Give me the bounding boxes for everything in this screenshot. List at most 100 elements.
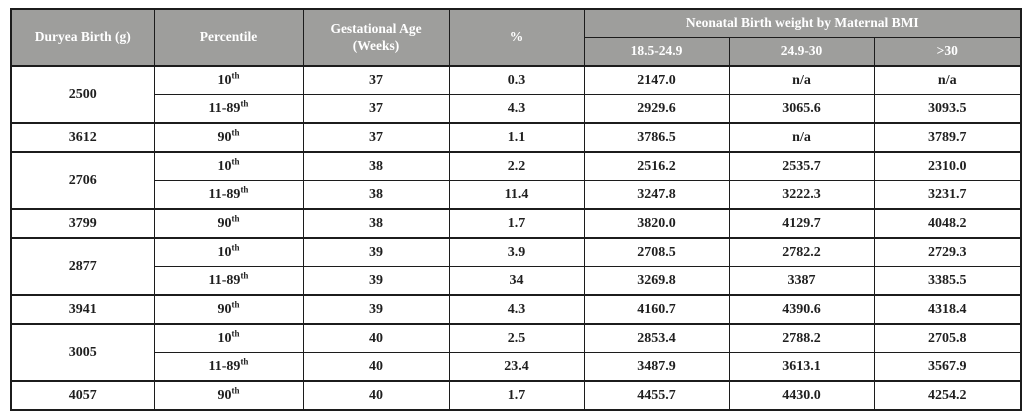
duryea-birth-cell: 2877 <box>10 237 155 296</box>
header-percent: % <box>448 8 585 67</box>
bmi-value-cell: 3786.5 <box>583 122 730 153</box>
percent-cell: 2.5 <box>448 323 585 353</box>
percentile-ordinal-suffix: th <box>240 98 249 109</box>
bmi-value-cell: 4455.7 <box>583 380 730 411</box>
bmi-value-cell: 3789.7 <box>873 122 1022 153</box>
gestational-age-cell: 37 <box>302 65 450 95</box>
percentile-cell: 11-89th <box>153 180 304 210</box>
table-row: 11-89th 38 11.4 3247.8 3222.3 3231.7 <box>11 180 1022 210</box>
percentile-value: 11-89 <box>208 186 241 202</box>
bmi-value-cell: 4430.0 <box>728 380 875 411</box>
percentile-ordinal-suffix: th <box>231 385 240 396</box>
gestational-age-cell: 40 <box>302 323 450 353</box>
percentile-ordinal-suffix: th <box>231 328 240 339</box>
table-row: 2877 10th 39 3.9 2708.5 2782.2 2729.3 <box>10 237 1022 296</box>
percentile-ordinal-suffix: th <box>231 213 240 224</box>
table-row: 3612 90th 37 1.1 3786.5 n/a 3789.7 <box>10 122 1022 153</box>
header-gestational-age: Gestational Age (Weeks) <box>302 8 450 67</box>
duryea-birth-cell: 2706 <box>10 151 155 210</box>
header-bmi-group: Neonatal Birth weight by Maternal BMI <box>583 8 1022 38</box>
bmi-value-cell: 3487.9 <box>583 352 730 382</box>
percent-cell: 1.7 <box>448 208 585 239</box>
percentile-value: 11-89 <box>208 358 241 374</box>
gestational-age-cell: 40 <box>302 352 450 382</box>
percentile-cell: 90th <box>153 122 304 153</box>
bmi-value-cell: 2535.7 <box>728 151 875 181</box>
percentile-ordinal-suffix: th <box>240 184 249 195</box>
bmi-value-cell: 2782.2 <box>728 237 875 267</box>
percentile-ordinal-suffix: th <box>231 127 240 138</box>
bmi-value-cell: 2516.2 <box>583 151 730 181</box>
percentile-value: 90 <box>217 301 232 317</box>
bmi-value-cell: 3385.5 <box>873 266 1022 296</box>
bmi-value-cell: 2929.6 <box>583 94 730 124</box>
percentile-cell: 11-89th <box>153 352 304 382</box>
percentile-value: 11-89 <box>208 100 241 116</box>
bmi-value-cell: 4318.4 <box>873 294 1022 325</box>
bmi-value-cell: 4129.7 <box>728 208 875 239</box>
duryea-birth-cell: 2500 <box>10 65 155 124</box>
percentile-cell: 10th <box>153 237 304 267</box>
bmi-value-cell: n/a <box>873 65 1022 95</box>
table-row: 2706 10th 38 2.2 2516.2 2535.7 2310.0 <box>10 151 1022 210</box>
bmi-value-cell: 2310.0 <box>873 151 1022 181</box>
gestational-age-cell: 39 <box>302 237 450 267</box>
bmi-value-cell: 4048.2 <box>873 208 1022 239</box>
duryea-birth-cell: 3799 <box>10 208 155 239</box>
bmi-value-cell: 3269.8 <box>583 266 730 296</box>
percent-cell: 2.2 <box>448 151 585 181</box>
percent-cell: 23.4 <box>448 352 585 382</box>
bmi-value-cell: 3231.7 <box>873 180 1022 210</box>
table-row: 2500 10th 37 0.3 2147.0 n/a n/a <box>10 65 1022 124</box>
bmi-value-cell: 4390.6 <box>728 294 875 325</box>
percentile-ordinal-suffix: th <box>231 70 240 81</box>
gestational-age-cell: 38 <box>302 180 450 210</box>
header-bmi-18-5-24-9: 18.5-24.9 <box>583 37 730 67</box>
bmi-value-cell: 2708.5 <box>583 237 730 267</box>
bmi-value-cell: n/a <box>728 65 875 95</box>
percentile-value: 10 <box>217 244 232 260</box>
percentile-cell: 90th <box>153 208 304 239</box>
bmi-value-cell: n/a <box>728 122 875 153</box>
table-row: 4057 90th 40 1.7 4455.7 4430.0 4254.2 <box>10 380 1022 411</box>
percent-cell: 34 <box>448 266 585 296</box>
page: Duryea Birth (g) Percentile Gestational … <box>10 8 1023 411</box>
header-row-2: 18.5-24.9 24.9-30 >30 <box>11 37 1022 67</box>
gestational-age-cell: 39 <box>302 266 450 296</box>
header-percentile: Percentile <box>153 8 304 67</box>
table-row: 11-89th 37 4.3 2929.6 3065.6 3093.5 <box>11 94 1022 124</box>
bmi-value-cell: 2729.3 <box>873 237 1022 267</box>
header-bmi-gt-30: >30 <box>873 37 1022 67</box>
bmi-value-cell: 3222.3 <box>728 180 875 210</box>
percentile-cell: 10th <box>153 323 304 353</box>
percentile-value: 90 <box>217 215 232 231</box>
bmi-value-cell: 3065.6 <box>728 94 875 124</box>
duryea-birth-cell: 3941 <box>10 294 155 325</box>
percentile-value: 90 <box>217 129 232 145</box>
percentile-ordinal-suffix: th <box>240 356 249 367</box>
gestational-age-cell: 38 <box>302 151 450 181</box>
percent-cell: 4.3 <box>448 294 585 325</box>
bmi-birthweight-table: Duryea Birth (g) Percentile Gestational … <box>10 8 1023 411</box>
table-row: 3005 10th 40 2.5 2853.4 2788.2 2705.8 <box>10 323 1022 382</box>
percentile-cell: 11-89th <box>153 94 304 124</box>
percentile-ordinal-suffix: th <box>231 242 240 253</box>
percentile-cell: 10th <box>153 151 304 181</box>
percent-cell: 1.7 <box>448 380 585 411</box>
bmi-value-cell: 2788.2 <box>728 323 875 353</box>
bmi-value-cell: 3247.8 <box>583 180 730 210</box>
percentile-value: 10 <box>217 330 232 346</box>
percentile-cell: 90th <box>153 294 304 325</box>
bmi-value-cell: 4254.2 <box>873 380 1022 411</box>
percentile-ordinal-suffix: th <box>231 156 240 167</box>
table-row: 11-89th 39 34 3269.8 3387 3385.5 <box>11 266 1022 296</box>
percentile-value: 10 <box>217 72 232 88</box>
bmi-value-cell: 4160.7 <box>583 294 730 325</box>
percentile-value: 10 <box>217 158 232 174</box>
duryea-birth-cell: 3005 <box>10 323 155 382</box>
gestational-age-cell: 39 <box>302 294 450 325</box>
gestational-age-cell: 38 <box>302 208 450 239</box>
header-duryea-birth: Duryea Birth (g) <box>10 8 155 67</box>
percentile-ordinal-suffix: th <box>240 270 249 281</box>
percent-cell: 3.9 <box>448 237 585 267</box>
